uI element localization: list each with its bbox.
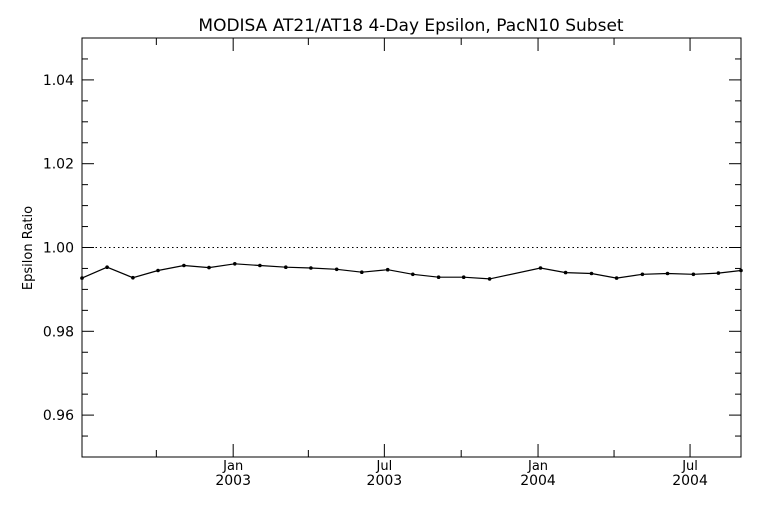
data-point: [207, 265, 211, 270]
data-point: [334, 267, 339, 272]
data-point: [716, 271, 721, 275]
y-axis-label: Epsilon Ratio: [21, 206, 36, 290]
x-tick-label-year: 2004: [520, 473, 556, 489]
x-tick-label-month: Jul: [681, 459, 698, 474]
data-point: [258, 263, 262, 268]
series-line: [81, 263, 742, 280]
x-tick-label-month: Jan: [222, 459, 243, 474]
x-tick-label-year: 2004: [672, 473, 708, 489]
data-point: [182, 263, 186, 268]
data-point: [640, 272, 645, 277]
y-tick-label: 0.98: [43, 324, 74, 340]
data-point: [538, 266, 543, 270]
x-tick-label-month: Jul: [376, 459, 393, 474]
data-point: [284, 265, 288, 270]
data-point: [411, 272, 415, 277]
data-point: [665, 271, 670, 276]
y-tick-label: 0.96: [43, 408, 74, 424]
data-point: [739, 268, 743, 273]
axes-layer: 0.960.981.001.021.04Jan2003Jul2003Jan200…: [43, 37, 742, 489]
x-tick-label-month: Jan: [527, 459, 548, 474]
data-point: [105, 265, 109, 270]
data-point: [360, 270, 364, 275]
data-point: [691, 272, 696, 277]
data-point: [80, 276, 84, 280]
x-tick-label-year: 2003: [367, 473, 403, 489]
data-point: [233, 262, 237, 266]
x-tick-label-year: 2003: [215, 473, 251, 489]
data-point: [614, 276, 619, 280]
data-point: [385, 267, 390, 272]
data-point: [589, 271, 594, 276]
data-point: [309, 266, 313, 270]
data-point: [487, 277, 492, 281]
data-layer: [80, 247, 743, 281]
data-point: [461, 275, 466, 280]
data-point: [156, 268, 160, 273]
y-tick-label: 1.00: [43, 241, 74, 257]
data-point: [131, 275, 135, 280]
y-tick-label: 1.04: [43, 73, 74, 89]
data-point: [436, 275, 441, 280]
y-tick-label: 1.02: [43, 157, 74, 173]
chart-title: MODISA AT21/AT18 4-Day Epsilon, PacN10 S…: [198, 16, 623, 36]
data-point: [563, 270, 568, 275]
